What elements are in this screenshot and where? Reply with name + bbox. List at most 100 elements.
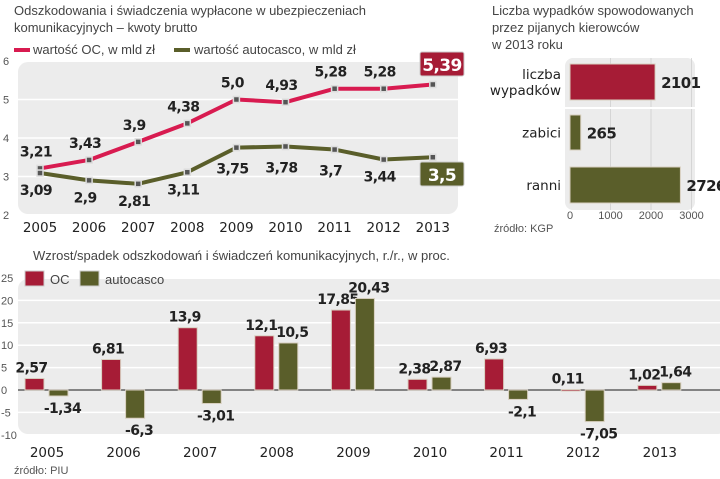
legend-swatch-autocasco: [174, 48, 190, 52]
hbar-chart-title: Liczba wypadków spowodowanych: [492, 3, 694, 18]
x-tick-label: 2009: [219, 220, 253, 236]
line-chart-title: komunikacyjnych – kwoty brutto: [14, 20, 198, 35]
bar-1: [569, 114, 582, 151]
data-point: [85, 156, 93, 164]
bar-oc: [560, 389, 581, 392]
data-label: 17,85: [317, 292, 358, 308]
data-point: [183, 119, 192, 128]
data-label: -7,05: [580, 427, 617, 443]
bar-oc: [407, 378, 428, 391]
x-tick-label: 2005: [23, 220, 57, 236]
data-label: -1,34: [44, 401, 82, 417]
data-point: [134, 180, 142, 188]
data-label: 3,43: [69, 136, 101, 152]
x-tick-label: 0: [567, 210, 573, 222]
y-tick-label: 5: [3, 95, 9, 107]
y-tick-label: 0: [1, 385, 7, 397]
hbar-chart-title: w 2013 roku: [491, 37, 563, 52]
y-tick-label: 25: [1, 273, 13, 285]
legend-swatch-autocasco: [79, 270, 100, 287]
data-label: 5,39: [422, 56, 462, 76]
data-point: [379, 155, 388, 164]
bar-autocasco: [48, 389, 69, 397]
source-label: źródło: PIU: [14, 465, 68, 477]
data-point: [281, 98, 290, 106]
x-tick-label: 2011: [317, 220, 351, 236]
y-tick-label: 20: [1, 295, 13, 307]
data-label: 2101: [661, 74, 701, 92]
data-label: -3,01: [197, 408, 234, 424]
data-label: 2,81: [118, 194, 150, 210]
legend-swatch-oc: [14, 48, 30, 52]
y-tick-label: 10: [1, 340, 13, 352]
data-label: 13,9: [169, 310, 201, 326]
bar-chart-title: Wzrost/spadek odszkodowań i świadczeń ko…: [33, 248, 450, 263]
line-chart-title: Odszkodowania i świadczenia wypłacone w …: [14, 3, 366, 18]
data-label: 5,28: [364, 65, 396, 81]
x-tick-label: 2012: [566, 445, 600, 461]
legend-label-autocasco: wartość autocasco, w mld zł: [193, 42, 356, 57]
bar-autocasco: [125, 389, 146, 419]
data-point: [36, 169, 44, 177]
hbar-chart-title: przez pijanych kierowców: [492, 20, 640, 35]
legend-swatch-oc: [24, 270, 45, 287]
category-label: ranni: [526, 178, 561, 194]
x-tick-label: 2007: [121, 220, 155, 236]
source-label: źródło: KGP: [494, 223, 553, 235]
data-point: [232, 95, 241, 104]
data-label: 3,09: [20, 183, 52, 199]
y-tick-label: 4: [3, 133, 9, 145]
y-tick-label: 5: [1, 363, 7, 375]
x-tick-label: 2009: [336, 445, 370, 461]
bar-oc: [177, 327, 198, 391]
bar-autocasco: [431, 376, 452, 391]
data-point: [330, 84, 339, 93]
bar-oc: [484, 358, 505, 391]
bar-oc: [330, 309, 351, 391]
data-label: -2,1: [508, 404, 536, 420]
x-tick-label: 2010: [268, 220, 302, 236]
data-label: 3,44: [364, 170, 397, 186]
data-label: 4,93: [265, 78, 297, 94]
y-tick-label: -5: [1, 407, 11, 419]
x-tick-label: 2011: [489, 445, 523, 461]
bar-autocasco: [508, 389, 529, 400]
category-label: zabici: [522, 126, 561, 142]
category-label: wypadków: [490, 83, 561, 99]
legend-label-oc: wartość OC, w mld zł: [32, 42, 155, 57]
x-tick-label: 2006: [72, 220, 106, 236]
data-label: 2726: [686, 177, 720, 195]
data-label: 2,9: [74, 190, 97, 206]
data-label: 3,21: [20, 144, 52, 160]
x-tick-label: 2013: [416, 220, 450, 236]
data-point: [429, 80, 437, 89]
data-point: [232, 143, 241, 152]
legend-label-oc: OC: [50, 272, 70, 287]
data-label: 3,75: [216, 162, 248, 178]
value-badge: [419, 161, 465, 187]
bar-oc: [254, 335, 275, 391]
bar-oc: [24, 377, 45, 391]
y-tick-label: 6: [3, 56, 9, 68]
x-tick-label: 2007: [183, 445, 217, 461]
bar-autocasco: [278, 342, 299, 391]
data-point: [183, 168, 192, 177]
bar-oc: [637, 384, 658, 391]
x-tick-label: 2008: [260, 445, 294, 461]
data-label: 20,43: [348, 280, 389, 296]
category-label: liczba: [522, 67, 561, 83]
data-label: 265: [587, 125, 617, 143]
data-label: 3,11: [167, 182, 199, 198]
data-point: [379, 84, 388, 93]
data-label: 2,38: [398, 361, 430, 377]
data-label: 6,81: [92, 341, 124, 357]
x-tick-label: 1000: [598, 210, 622, 222]
x-tick-label: 2008: [170, 220, 204, 236]
data-point: [281, 142, 290, 151]
data-label: 3,7: [319, 164, 342, 180]
x-tick-label: 3000: [679, 210, 703, 222]
data-label: 10,5: [276, 325, 308, 341]
data-label: 5,28: [315, 65, 347, 81]
bar-oc: [101, 358, 122, 391]
bar-autocasco: [584, 389, 605, 423]
